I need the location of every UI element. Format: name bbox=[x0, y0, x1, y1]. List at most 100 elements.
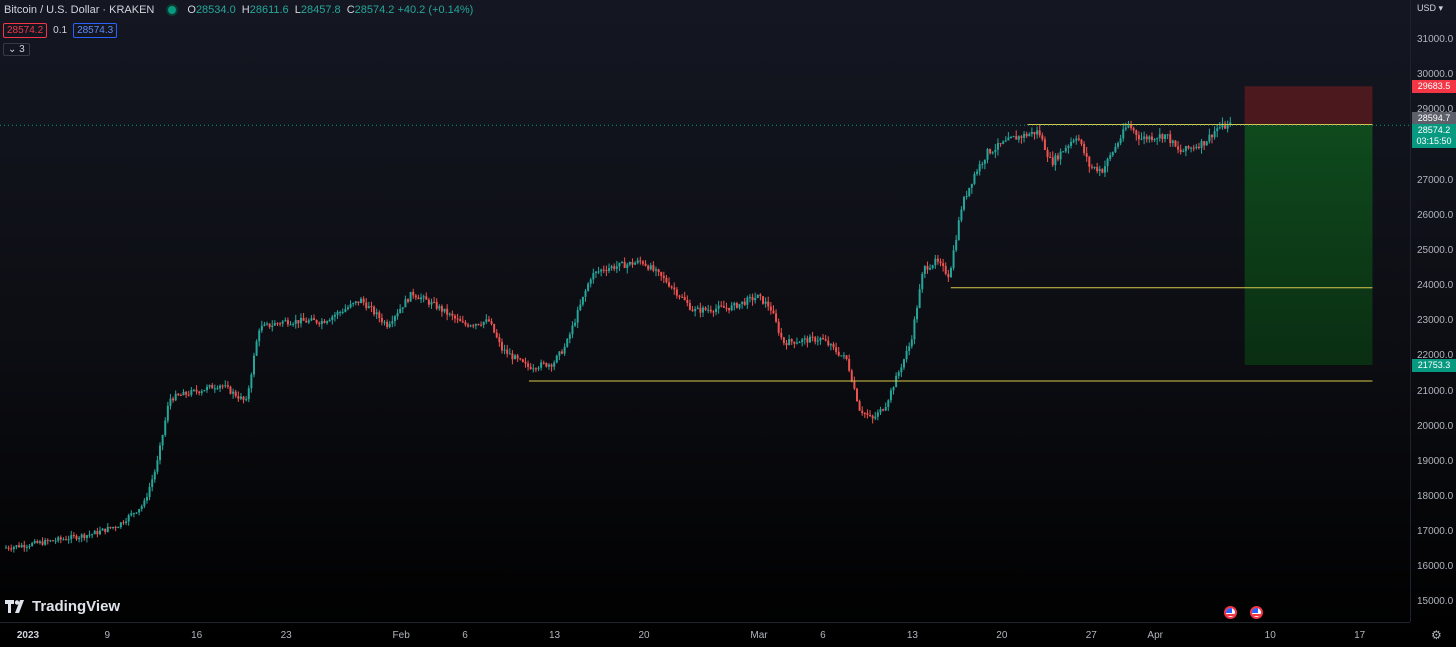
candle-body bbox=[1036, 130, 1039, 135]
candle-body bbox=[673, 287, 676, 290]
price-tick: 31000.0 bbox=[1417, 34, 1454, 45]
candle-body bbox=[443, 308, 446, 312]
candle-body bbox=[135, 512, 138, 514]
candle-body bbox=[1130, 124, 1133, 129]
candle-body bbox=[1101, 169, 1104, 173]
change-value: +40.2 (+0.14%) bbox=[397, 4, 474, 16]
candle-body bbox=[584, 290, 587, 297]
candle-body bbox=[871, 415, 874, 419]
candle-body bbox=[670, 286, 673, 288]
candle-body bbox=[352, 303, 355, 305]
candle-body bbox=[855, 388, 858, 402]
candle-body bbox=[474, 324, 477, 326]
symbol-title[interactable]: Bitcoin / U.S. Dollar · KRAKEN bbox=[4, 4, 155, 16]
price-axis[interactable]: USD ▾ 31000.030000.029000.028000.027000.… bbox=[1410, 0, 1456, 622]
candle-body bbox=[96, 531, 99, 535]
open-value: 28534.0 bbox=[195, 4, 236, 16]
us-event-flag-icon[interactable] bbox=[1224, 606, 1237, 619]
candle-body bbox=[1028, 134, 1031, 137]
candle-body bbox=[683, 297, 686, 301]
candle-body bbox=[1169, 134, 1172, 144]
candle-body bbox=[712, 311, 715, 313]
candle-body bbox=[561, 351, 564, 354]
candle-body bbox=[1067, 145, 1070, 149]
sell-button[interactable]: 28574.2 bbox=[3, 23, 48, 38]
time-tick: 2023 bbox=[16, 630, 40, 641]
stop-loss-zone[interactable] bbox=[1244, 86, 1373, 126]
candle-body bbox=[623, 261, 626, 268]
candle-body bbox=[263, 324, 266, 326]
spread-value: 0.1 bbox=[53, 25, 68, 36]
candle-body bbox=[54, 540, 57, 542]
candle-body bbox=[996, 143, 999, 150]
candle-body bbox=[302, 317, 305, 321]
candle-body bbox=[801, 339, 804, 343]
candle-body bbox=[1224, 123, 1227, 129]
candle-body bbox=[477, 324, 480, 326]
stop-price-label: 29683.5 bbox=[1412, 79, 1456, 93]
time-tick: 10 bbox=[1264, 630, 1276, 641]
currency-dropdown[interactable]: USD ▾ bbox=[1417, 3, 1444, 13]
price-tick: 27000.0 bbox=[1417, 174, 1454, 186]
candle-body bbox=[989, 148, 992, 154]
candle-body bbox=[1174, 140, 1177, 147]
candle-body bbox=[529, 366, 532, 369]
candle-body bbox=[93, 531, 96, 535]
candle-body bbox=[581, 296, 584, 305]
candle-body bbox=[234, 391, 237, 397]
candle-body bbox=[534, 368, 537, 370]
candle-body bbox=[931, 265, 934, 269]
candle-body bbox=[913, 319, 916, 340]
candle-body bbox=[688, 302, 691, 310]
candle-body bbox=[237, 396, 240, 399]
candlestick-series bbox=[5, 116, 1232, 553]
candle-body bbox=[20, 545, 23, 548]
candle-body bbox=[756, 294, 759, 298]
candle-body bbox=[762, 296, 765, 304]
candle-body bbox=[720, 305, 723, 307]
candle-body bbox=[832, 344, 835, 348]
candle-body bbox=[853, 381, 856, 389]
candle-body bbox=[386, 321, 389, 327]
candle-body bbox=[1038, 130, 1041, 136]
candle-body bbox=[336, 312, 339, 315]
bar-countdown: 03:15:50 bbox=[1416, 136, 1452, 147]
candle-body bbox=[28, 545, 31, 547]
candle-body bbox=[895, 375, 898, 388]
candle-body bbox=[568, 334, 571, 339]
candle-body bbox=[341, 311, 344, 313]
candle-body bbox=[239, 396, 242, 399]
candle-body bbox=[986, 148, 989, 160]
candle-body bbox=[420, 297, 423, 300]
time-axis[interactable]: 2023 9 16 23 Feb 6 13 20 Mar 6 13 20 27 Apr 10 17 bbox=[0, 622, 1410, 647]
gear-icon[interactable]: ⚙ bbox=[1431, 628, 1442, 642]
candle-body bbox=[169, 398, 172, 406]
candle-body bbox=[973, 173, 976, 184]
candle-body bbox=[1158, 134, 1161, 139]
candle-body bbox=[866, 413, 869, 415]
candle-body bbox=[1143, 136, 1146, 139]
take-profit-zone[interactable] bbox=[1244, 125, 1373, 366]
candle-body bbox=[1205, 141, 1208, 146]
candle-body bbox=[417, 297, 420, 300]
candle-body bbox=[44, 540, 47, 545]
candle-body bbox=[649, 265, 652, 270]
us-event-flag-icon[interactable] bbox=[1250, 606, 1263, 619]
indicators-collapse-button[interactable]: ⌄ 3 bbox=[3, 43, 30, 56]
candle-body bbox=[775, 313, 778, 322]
candle-body bbox=[456, 318, 459, 320]
candle-body bbox=[589, 279, 592, 284]
candle-body bbox=[266, 323, 269, 325]
candle-body bbox=[101, 528, 104, 531]
candle-body bbox=[694, 308, 697, 312]
buy-button[interactable]: 28574.3 bbox=[73, 23, 118, 38]
candle-body bbox=[299, 317, 302, 324]
candle-body bbox=[707, 309, 710, 311]
candle-body bbox=[1033, 131, 1036, 135]
candle-body bbox=[112, 526, 115, 528]
time-tick: 23 bbox=[280, 630, 292, 641]
price-chart-plot[interactable] bbox=[0, 0, 1410, 622]
candle-body bbox=[610, 266, 613, 269]
candle-body bbox=[31, 543, 34, 546]
